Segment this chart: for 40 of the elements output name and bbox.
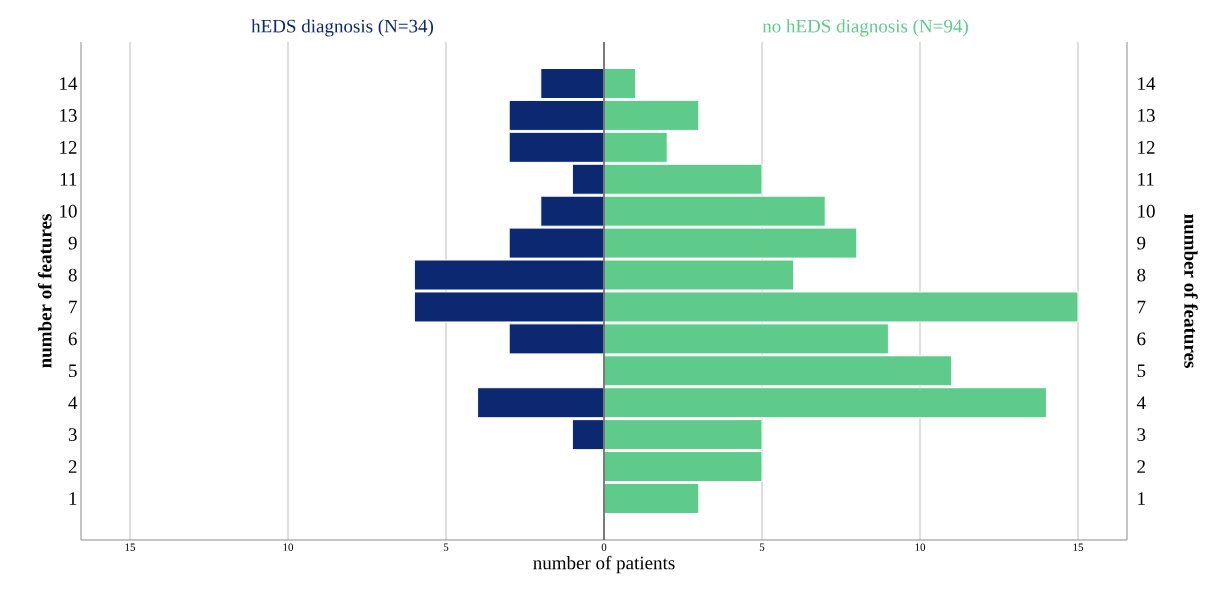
y-tick-label: 11 [60,173,77,186]
category-label: 14 [1138,77,1156,90]
category-label: 10 [1138,204,1155,218]
y-tick-label: 4 [68,396,78,409]
y-tick-label: 13 [60,109,77,122]
y-tick-label: 5 [69,364,77,378]
text: no hEDS diagnosis (N=94) [762,19,968,37]
y-tick-label: 6 [68,332,77,346]
y-tick-label: 8 [68,268,77,282]
x-tick-label: 5 [443,543,449,551]
y2-axis-title: number of features [1184,214,1198,368]
y-tick-label: 12 [60,141,77,154]
category-label: 4 [1136,396,1146,409]
x-tick-label: 15 [1073,543,1084,551]
y-axis-title: number of features [38,214,52,368]
category-label: 2 [1137,460,1145,473]
y-tick-label: 7 [69,300,77,314]
category-label: 7 [1137,300,1146,314]
category-label: 1 [1138,492,1145,505]
x-tick-label: 0 [601,543,607,551]
y-tick-label: 3 [68,428,77,442]
category-label: 5 [1137,364,1146,378]
y-tick-label: 10 [60,204,77,218]
x-tick-label: 10 [915,543,926,551]
category-label: 3 [1137,428,1146,442]
y-tick-label: 1 [69,492,77,505]
x-axis-title: number of patients [533,555,675,574]
x-tick-label: 10 [283,543,294,551]
y-tick-label: 14 [60,77,78,90]
x-tick-label: 5 [759,543,765,551]
category-label: 9 [1137,236,1146,250]
category-label: 13 [1138,109,1155,122]
y-tick-label: 2 [68,460,77,473]
category-label: 12 [1138,141,1155,154]
category-label: 11 [1138,173,1154,186]
text: hEDS diagnosis (N=34) [251,19,434,37]
category-label: 8 [1137,268,1146,282]
x-tick-label: 15 [125,543,136,551]
y-tick-label: 9 [68,236,77,250]
category-label: 6 [1137,332,1146,346]
